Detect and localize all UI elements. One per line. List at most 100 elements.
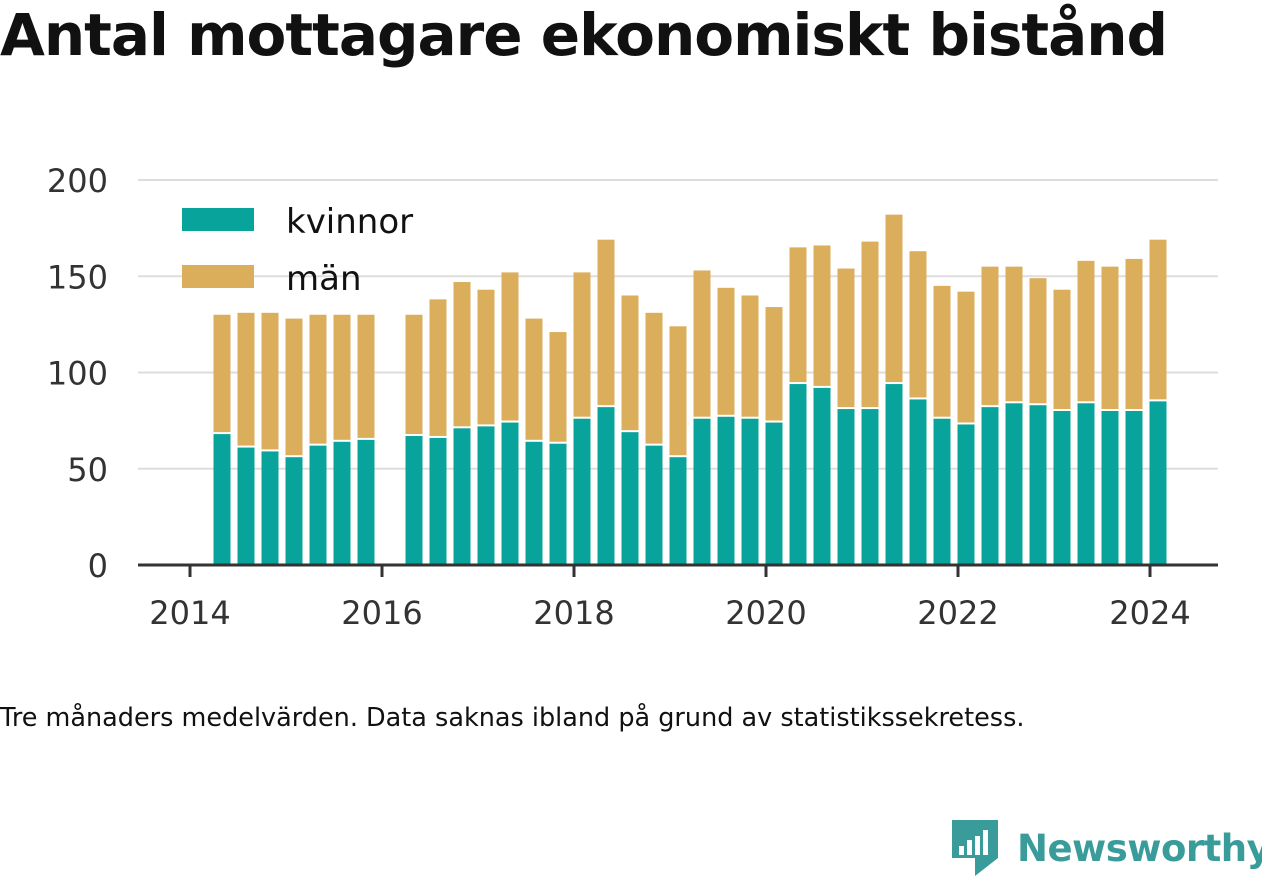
bar-kvinnor (261, 451, 279, 565)
bar-man (333, 314, 351, 440)
bar-kvinnor (405, 436, 423, 565)
chart-note: Tre månaders medelvärden. Data saknas ib… (0, 703, 1025, 733)
bar-kvinnor (285, 457, 303, 565)
bar-man (981, 266, 999, 406)
bars (213, 214, 1167, 565)
bar-man (285, 318, 303, 456)
bar-man (525, 318, 543, 440)
bar-man (357, 314, 375, 438)
chart-title: Antal mottagare ekonomiskt bistånd (0, 1, 1168, 69)
bar-kvinnor (669, 457, 687, 565)
bar-man (1077, 260, 1095, 402)
y-tick-label: 100 (47, 355, 108, 393)
x-tick-label: 2018 (533, 594, 614, 632)
bar-man (789, 247, 807, 383)
bar-kvinnor (957, 424, 975, 565)
bar-man (261, 312, 279, 450)
bar-kvinnor (237, 447, 255, 565)
bar-man (501, 272, 519, 421)
x-tick-label: 2024 (1109, 594, 1190, 632)
legend-swatch-man (182, 265, 254, 288)
bar-kvinnor (909, 399, 927, 565)
bar-kvinnor (645, 445, 663, 565)
bar-kvinnor (621, 432, 639, 565)
legend: kvinnor män (182, 202, 413, 299)
bar-man (429, 299, 447, 436)
bar-man (573, 272, 591, 417)
bar-kvinnor (813, 387, 831, 565)
legend-label-kvinnor: kvinnor (286, 202, 413, 242)
bar-man (213, 314, 231, 433)
bar-man (645, 312, 663, 444)
bar-kvinnor (453, 428, 471, 565)
bar-kvinnor (861, 409, 879, 565)
bar-man (477, 289, 495, 425)
bar-kvinnor (789, 384, 807, 565)
bar-kvinnor (573, 418, 591, 565)
bar-kvinnor (549, 443, 567, 565)
bar-kvinnor (309, 445, 327, 565)
bar-kvinnor (717, 416, 735, 565)
bar-kvinnor (1125, 411, 1143, 565)
bar-man (717, 287, 735, 415)
bar-man (1053, 289, 1071, 409)
bar-kvinnor (933, 418, 951, 565)
bar-kvinnor (885, 384, 903, 565)
bar-man (669, 326, 687, 456)
bar-kvinnor (1005, 403, 1023, 565)
bar-man (885, 214, 903, 383)
bar-kvinnor (525, 441, 543, 565)
bar-man (597, 239, 615, 406)
bar-man (741, 295, 759, 417)
newsworthy-logo: Newsworthy (950, 818, 1262, 878)
y-tick-label: 150 (47, 258, 108, 296)
y-tick-label: 0 (88, 547, 108, 585)
bar-kvinnor (501, 422, 519, 565)
bar-man (1029, 278, 1047, 404)
x-tick-label: 2022 (917, 594, 998, 632)
bar-kvinnor (477, 426, 495, 565)
stacked-bar-chart: 0 50 100 150 200 kvinnor män 2014 2016 2018 202… (47, 162, 1218, 632)
bar-man (453, 282, 471, 427)
bar-kvinnor (1053, 411, 1071, 565)
bar-man (1101, 266, 1119, 409)
x-tick-label: 2016 (341, 594, 422, 632)
bar-man (861, 241, 879, 408)
bar-man (909, 251, 927, 398)
bar-kvinnor (429, 437, 447, 565)
bar-kvinnor (741, 418, 759, 565)
legend-swatch-kvinnor (182, 208, 254, 231)
bar-man (1149, 239, 1167, 400)
bar-kvinnor (693, 418, 711, 565)
bar-man (957, 291, 975, 423)
bar-man (1005, 266, 1023, 402)
bar-man (405, 314, 423, 435)
bar-man (765, 307, 783, 421)
bar-man (693, 270, 711, 417)
bar-kvinnor (357, 439, 375, 565)
newsworthy-logo-icon (952, 820, 998, 876)
axes: 2014 2016 2018 2020 2022 2024 (138, 563, 1218, 632)
bar-kvinnor (1149, 401, 1167, 565)
bar-man (933, 285, 951, 417)
bar-kvinnor (1077, 403, 1095, 565)
x-tick-label: 2014 (149, 594, 230, 632)
bar-man (621, 295, 639, 431)
bar-kvinnor (837, 409, 855, 565)
bar-kvinnor (981, 407, 999, 565)
brand-name: Newsworthy (1017, 826, 1262, 870)
bar-kvinnor (597, 407, 615, 565)
x-tick-label: 2020 (725, 594, 806, 632)
bar-kvinnor (1029, 405, 1047, 565)
bar-kvinnor (333, 441, 351, 565)
y-tick-label: 50 (67, 451, 108, 489)
legend-label-man: män (286, 259, 362, 299)
y-tick-label: 200 (47, 162, 108, 200)
bar-kvinnor (1101, 411, 1119, 565)
bar-man (237, 312, 255, 446)
bar-man (549, 332, 567, 442)
bar-man (1125, 258, 1143, 409)
bar-man (813, 245, 831, 386)
bar-kvinnor (765, 422, 783, 565)
bar-man (837, 268, 855, 408)
